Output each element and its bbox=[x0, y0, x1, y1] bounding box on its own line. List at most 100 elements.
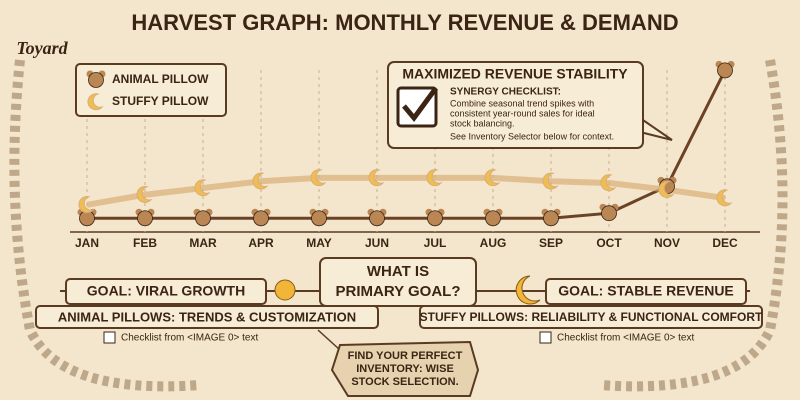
footprint-trail bbox=[9, 59, 788, 392]
callout-line: Combine seasonal trend spikes with bbox=[450, 98, 594, 108]
legend: ANIMAL PILLOW STUFFY PILLOW bbox=[75, 63, 227, 117]
series-line bbox=[86, 174, 726, 208]
legend-label: ANIMAL PILLOW bbox=[112, 72, 209, 86]
chart-title: HARVEST GRAPH: MONTHLY REVENUE & DEMAND bbox=[131, 10, 678, 35]
callout-line: See Inventory Selector below for context… bbox=[450, 131, 614, 141]
bear-head bbox=[485, 210, 501, 227]
product-note: Checklist from <IMAGE 0> text bbox=[121, 333, 258, 344]
goal-box bbox=[65, 278, 267, 305]
goal-left: GOAL: VIRAL GROWTH bbox=[87, 283, 245, 299]
check-mark bbox=[402, 86, 439, 123]
moon bbox=[136, 185, 153, 203]
x-tick-label: AUG bbox=[480, 236, 507, 250]
checkbox bbox=[539, 331, 552, 344]
products: ANIMAL PILLOWS: TRENDS & CUSTOMIZATION S… bbox=[35, 305, 763, 344]
tag-shape bbox=[330, 340, 480, 397]
moon bbox=[194, 179, 211, 197]
bear-marker bbox=[309, 208, 329, 227]
bear-marker bbox=[599, 203, 619, 222]
bear-marker bbox=[251, 208, 271, 227]
moon bbox=[426, 169, 443, 187]
moon-marker bbox=[78, 196, 95, 214]
tag-line: FIND YOUR PERFECT bbox=[348, 350, 463, 362]
x-tick-label: MAR bbox=[189, 236, 217, 250]
bear-head bbox=[195, 210, 211, 227]
bear-head bbox=[601, 205, 617, 222]
bear-head bbox=[88, 72, 104, 88]
x-tick-label: JUL bbox=[424, 236, 447, 250]
callout-heading: SYNERGY CHECKLIST: bbox=[450, 87, 561, 98]
bear-head bbox=[717, 62, 733, 79]
x-tick-label: OCT bbox=[596, 236, 622, 250]
product-box bbox=[35, 305, 379, 329]
moon bbox=[484, 169, 501, 187]
bear-head bbox=[427, 210, 443, 227]
moon bbox=[252, 172, 269, 190]
bear-head bbox=[543, 210, 559, 227]
x-tick-label: FEB bbox=[133, 236, 157, 250]
legend-label: STUFFY PILLOW bbox=[112, 94, 209, 108]
moon-marker bbox=[484, 169, 501, 187]
callout-title: MAXIMIZED REVENUE STABILITY bbox=[402, 66, 628, 82]
moon-marker bbox=[600, 174, 617, 192]
moon-marker bbox=[426, 169, 443, 187]
moon-marker bbox=[658, 180, 675, 198]
sun-icon bbox=[274, 279, 296, 301]
goals: GOAL: VIRAL GROWTH WHAT IS PRIMARY GOAL?… bbox=[60, 257, 750, 307]
product-note: Checklist from <IMAGE 0> text bbox=[557, 333, 694, 344]
bear-marker bbox=[483, 208, 503, 227]
moon bbox=[658, 180, 675, 198]
bear-head bbox=[369, 210, 385, 227]
bear-head bbox=[253, 210, 269, 227]
product-left: ANIMAL PILLOWS: TRENDS & CUSTOMIZATION bbox=[58, 309, 356, 324]
legend-icon bbox=[87, 93, 104, 111]
tag-line: INVENTORY: WISE bbox=[356, 363, 454, 375]
goal-right: GOAL: STABLE REVENUE bbox=[558, 283, 734, 299]
moon bbox=[600, 174, 617, 192]
moon-marker bbox=[716, 189, 733, 207]
bear-head bbox=[137, 210, 153, 227]
goal-box bbox=[545, 278, 747, 305]
moon bbox=[87, 93, 104, 111]
bear-marker bbox=[135, 208, 155, 227]
moon bbox=[542, 172, 559, 190]
bear-head bbox=[311, 210, 327, 227]
moon-marker bbox=[136, 185, 153, 203]
moon-marker bbox=[542, 172, 559, 190]
bear-marker bbox=[367, 208, 387, 227]
x-tick-label: SEP bbox=[539, 236, 563, 250]
x-tick-label: DEC bbox=[712, 236, 738, 250]
tag-string bbox=[317, 329, 341, 351]
plot-area: JAN FEB MAR APR MAY JUN JUL AUG SEP OCT NOV DEC bbox=[70, 60, 760, 250]
goal-center: PRIMARY GOAL? bbox=[335, 283, 460, 300]
x-tick-label: MAY bbox=[306, 236, 332, 250]
bear-marker bbox=[193, 208, 213, 227]
logo: Toyard bbox=[16, 38, 68, 58]
moon bbox=[716, 189, 733, 207]
moon bbox=[78, 196, 95, 214]
bear-marker bbox=[715, 60, 735, 79]
tag: FIND YOUR PERFECT INVENTORY: WISE STOCK … bbox=[317, 329, 480, 397]
bear-marker bbox=[541, 208, 561, 227]
callout-line: stock balancing. bbox=[450, 118, 515, 128]
product-box bbox=[419, 305, 763, 329]
callout: MAXIMIZED REVENUE STABILITY SYNERGY CHEC… bbox=[387, 61, 673, 149]
callout-line: consistent year-round sales for ideal bbox=[450, 108, 595, 118]
checkbox bbox=[103, 331, 116, 344]
x-tick-label: JAN bbox=[75, 236, 99, 250]
moon-marker bbox=[194, 179, 211, 197]
x-tick-label: JUN bbox=[365, 236, 389, 250]
moon bbox=[368, 169, 385, 187]
moon-marker bbox=[368, 169, 385, 187]
goal-center: WHAT IS bbox=[367, 263, 429, 280]
x-tick-label: NOV bbox=[654, 236, 680, 250]
product-right: STUFFY PILLOWS: RELIABILITY & FUNCTIONAL… bbox=[420, 310, 763, 324]
moon-marker bbox=[252, 172, 269, 190]
moon-icon bbox=[515, 275, 541, 305]
goal-box bbox=[319, 257, 477, 307]
moon-marker bbox=[310, 169, 327, 187]
series-line bbox=[87, 69, 727, 220]
callout-pointer bbox=[639, 117, 673, 141]
callout-box bbox=[387, 61, 644, 149]
